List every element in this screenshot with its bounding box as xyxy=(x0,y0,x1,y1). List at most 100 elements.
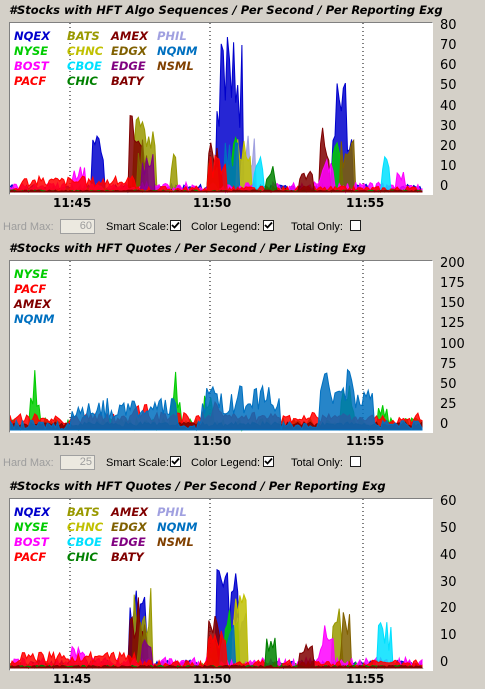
y-tick-label: 175 xyxy=(440,276,465,292)
y-tick-label: 50 xyxy=(440,376,457,392)
legend-item-nsml: NSML xyxy=(157,535,194,549)
x-tick-label: 11:55 xyxy=(346,672,385,686)
plot-area: NYSE PACF AMEX NQNM xyxy=(9,260,433,433)
y-tick-label: 80 xyxy=(440,18,457,33)
legend-item-nqnm: NQNM xyxy=(14,312,55,326)
legend-item-bats: BATS xyxy=(67,505,100,519)
legend-item-amex: AMEX xyxy=(111,505,149,519)
y-tick-label: 125 xyxy=(440,316,465,332)
legend-item-nyse: NYSE xyxy=(14,44,49,58)
total-only-label: Total Only: xyxy=(291,457,343,469)
y-tick-label: 60 xyxy=(440,58,457,74)
legend-item-bost: BOST xyxy=(14,59,49,73)
y-tick-label: 100 xyxy=(440,336,465,352)
y-tick-label: 0 xyxy=(440,417,449,432)
checkmark-icon xyxy=(171,221,180,229)
x-tick-label: 11:45 xyxy=(53,672,92,686)
smart-scale-label: Smart Scale: xyxy=(106,457,169,469)
y-tick-label: 60 xyxy=(440,494,457,509)
legend-item-phil: PHIL xyxy=(157,505,187,519)
total-only-checkbox[interactable] xyxy=(350,220,361,231)
y-tick-label: 40 xyxy=(440,547,457,563)
total-only-checkbox[interactable] xyxy=(350,456,361,467)
series-baty xyxy=(10,643,423,669)
legend-item-chic: CHIC xyxy=(67,550,98,564)
chart-svg xyxy=(10,23,423,194)
smart-scale-checkbox[interactable] xyxy=(170,456,181,467)
legend-item-amex: AMEX xyxy=(111,29,149,43)
chart-panel-1: #Stocks with HFT Algo Sequences / Per Se… xyxy=(0,0,485,215)
y-tick-label: 20 xyxy=(440,601,457,617)
y-tick-label: 10 xyxy=(440,158,457,174)
legend-item-nyse: NYSE xyxy=(14,267,49,281)
legend-item-nqex: NQEX xyxy=(14,505,51,519)
legend-item-nqex: NQEX xyxy=(14,29,51,43)
y-tick-label: 75 xyxy=(440,356,457,372)
chart-panel-2: #Stocks with HFT Quotes / Per Second / P… xyxy=(0,238,485,453)
legend-item-nqnm: NQNM xyxy=(157,44,198,58)
x-tick-label: 11:50 xyxy=(193,196,232,210)
y-tick-label: 150 xyxy=(440,296,465,312)
color-legend-checkbox[interactable] xyxy=(263,220,274,231)
y-tick-label: 50 xyxy=(440,520,457,536)
legend-item-pacf: PACF xyxy=(14,550,47,564)
smart-scale-label: Smart Scale: xyxy=(106,221,169,233)
total-only-label: Total Only: xyxy=(291,221,343,233)
y-tick-label: 30 xyxy=(440,118,457,134)
chart-title: #Stocks with HFT Quotes / Per Second / P… xyxy=(9,241,366,255)
legend-item-nsml: NSML xyxy=(157,59,194,73)
y-tick-label: 200 xyxy=(440,256,465,271)
series-nqnm xyxy=(10,368,423,432)
hard-max-label: Hard Max: xyxy=(3,457,54,469)
checkmark-icon xyxy=(264,457,273,465)
x-tick-label: 11:55 xyxy=(346,196,385,210)
hard-max-input[interactable]: 60 xyxy=(60,219,95,234)
legend-item-pacf: PACF xyxy=(14,74,47,88)
color-legend-label: Color Legend: xyxy=(191,221,261,233)
x-tick-label: 11:50 xyxy=(193,434,232,448)
legend-item-chnc: CHNC xyxy=(67,44,104,58)
legend-item-edge: EDGE xyxy=(111,59,146,73)
controls-2: Hard Max: 25 Smart Scale: Color Legend: … xyxy=(0,453,485,475)
legend-item-cboe: CBOE xyxy=(67,59,102,73)
y-tick-label: 0 xyxy=(440,655,449,670)
series-baty xyxy=(10,170,423,193)
y-tick-label: 40 xyxy=(440,98,457,114)
legend-item-bats: BATS xyxy=(67,29,100,43)
legend-item-edgx: EDGX xyxy=(111,520,147,534)
y-tick-label: 25 xyxy=(440,396,457,412)
y-tick-label: 70 xyxy=(440,38,457,54)
legend-item-bost: BOST xyxy=(14,535,49,549)
legend-item-edgx: EDGX xyxy=(111,44,147,58)
y-tick-label: 50 xyxy=(440,78,457,94)
y-tick-label: 20 xyxy=(440,138,457,154)
legend-item-nyse: NYSE xyxy=(14,520,49,534)
color-legend-checkbox[interactable] xyxy=(263,456,274,467)
legend-item-cboe: CBOE xyxy=(67,535,102,549)
x-tick-label: 11:45 xyxy=(53,196,92,210)
checkmark-icon xyxy=(264,221,273,229)
x-tick-label: 11:45 xyxy=(53,434,92,448)
chart-title: #Stocks with HFT Quotes / Per Second / P… xyxy=(9,479,386,493)
chart-title: #Stocks with HFT Algo Sequences / Per Se… xyxy=(9,3,443,17)
smart-scale-checkbox[interactable] xyxy=(170,220,181,231)
checkmark-icon xyxy=(171,457,180,465)
controls-1: Hard Max: 60 Smart Scale: Color Legend: … xyxy=(0,217,485,239)
color-legend-label: Color Legend: xyxy=(191,457,261,469)
plot-area: NQEX BATS AMEX PHIL NYSE CHNC EDGX NQNM BOST CBOE… xyxy=(9,498,433,671)
legend-item-edge: EDGE xyxy=(111,535,146,549)
chart-svg xyxy=(10,261,423,432)
x-tick-label: 11:50 xyxy=(193,672,232,686)
legend-item-baty: BATY xyxy=(111,74,144,88)
y-tick-label: 0 xyxy=(440,179,449,194)
legend-item-phil: PHIL xyxy=(157,29,187,43)
plot-area: NQEX BATS AMEX PHIL NYSE CHNC EDGX NQNM BOST CBOE… xyxy=(9,22,433,195)
y-tick-label: 10 xyxy=(440,628,457,644)
chart-svg xyxy=(10,499,424,670)
hard-max-input[interactable]: 25 xyxy=(60,455,95,470)
series-pacf xyxy=(10,630,423,670)
legend-item-amex: AMEX xyxy=(14,297,52,311)
legend-item-nqnm: NQNM xyxy=(157,520,198,534)
x-tick-label: 11:55 xyxy=(346,434,385,448)
y-tick-label: 30 xyxy=(440,574,457,590)
